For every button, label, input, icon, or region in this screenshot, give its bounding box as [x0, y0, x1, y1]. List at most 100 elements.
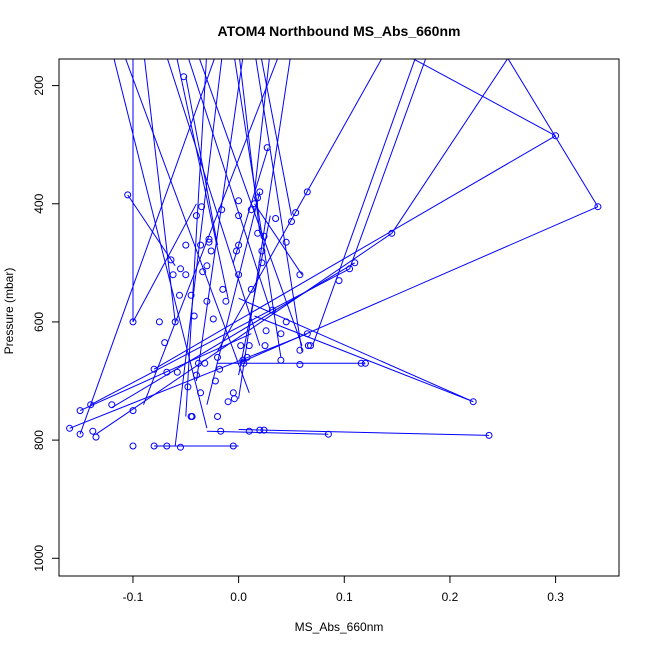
data-point-78: [207, 247, 215, 255]
profile-segment-33: [127, 194, 176, 267]
data-point-108: [187, 413, 195, 420]
y-tick-label: 200: [32, 75, 46, 95]
y-tick-label: 1000: [32, 545, 46, 572]
data-point-53: [254, 229, 262, 237]
profile-segment-43: [232, 147, 269, 263]
data-point-57: [245, 342, 253, 350]
profile-segment-24: [391, 59, 508, 234]
data-point-70: [222, 297, 230, 305]
data-point-54: [251, 200, 258, 208]
profile-segment-6: [188, 59, 271, 311]
data-point-45: [263, 144, 271, 152]
data-point-77: [209, 315, 217, 323]
data-point-105: [161, 339, 169, 347]
profile-segment-18: [238, 59, 291, 399]
x-tick-label: 0.1: [336, 590, 353, 604]
data-point-39: [303, 188, 311, 196]
data-point-99: [176, 291, 183, 299]
data-point-52: [254, 194, 262, 202]
data-point-29: [296, 346, 304, 354]
profile-segment-23: [349, 59, 427, 269]
data-point-15: [485, 431, 493, 439]
data-point-41: [288, 218, 295, 225]
data-point-9: [129, 407, 137, 415]
profile-segment-12: [239, 59, 261, 234]
y-axis: 200 400 600 800 1000: [32, 75, 60, 572]
data-point-36: [552, 132, 560, 140]
profile-segment-38: [111, 262, 356, 409]
profile-segment-1: [125, 59, 250, 393]
data-point-49: [258, 247, 266, 255]
data-point-24: [296, 361, 304, 368]
data-point-19: [245, 427, 253, 435]
profile-segment-44: [254, 203, 303, 275]
data-point-50: [258, 259, 266, 267]
data-point-27: [304, 342, 312, 350]
data-point-88: [195, 359, 202, 367]
data-point-32: [335, 277, 343, 285]
profile-segment-4: [167, 59, 261, 346]
data-point-64: [235, 212, 243, 220]
profile-segment-8: [185, 59, 207, 417]
profile-segment-32: [206, 430, 329, 435]
data-point-106: [155, 318, 163, 326]
profile-segment-27: [95, 232, 393, 435]
data-point-46: [261, 342, 269, 350]
y-tick-label: 600: [32, 312, 46, 332]
data-point-14: [229, 442, 237, 450]
data-point-71: [219, 285, 227, 293]
data-point-79: [205, 238, 213, 246]
profile-segment-21: [312, 59, 416, 346]
data-point-40: [292, 209, 300, 217]
data-point-33: [346, 265, 354, 273]
data-point-4: [66, 424, 74, 432]
chart-title: ATOM4 Northbound MS_Abs_660nm: [218, 23, 461, 39]
data-point-83: [201, 359, 209, 367]
data-point-90: [192, 212, 200, 220]
data-point-23: [357, 359, 365, 367]
profile-segment-36: [79, 333, 252, 412]
data-point-42: [282, 238, 290, 246]
data-point-82: [203, 297, 211, 305]
y-tick-label: 800: [32, 430, 46, 450]
data-point-103: [167, 256, 175, 264]
data-point-56: [247, 285, 255, 293]
data-point-62: [235, 241, 243, 249]
data-point-26: [307, 342, 314, 350]
x-tick-label: 0.0: [230, 590, 247, 604]
data-point-80: [205, 235, 213, 243]
profile-segment-31: [238, 429, 490, 436]
data-point-31: [282, 318, 290, 326]
data-point-74: [214, 353, 221, 361]
data-point-37: [594, 203, 602, 211]
data-point-25: [277, 356, 285, 364]
data-point-6: [92, 433, 100, 441]
data-series: [66, 59, 602, 451]
data-point-38: [296, 271, 304, 279]
data-point-93: [187, 291, 195, 299]
data-point-61: [237, 342, 245, 350]
data-point-10: [129, 442, 137, 450]
profile-segment-9: [79, 59, 215, 435]
profile-segment-5: [176, 59, 229, 299]
data-point-98: [177, 265, 184, 273]
data-point-28: [303, 330, 311, 338]
data-point-87: [197, 241, 205, 249]
data-point-85: [198, 203, 206, 211]
profile-segment-7: [199, 59, 303, 346]
x-axis-title: MS_Abs_660nm: [295, 620, 384, 634]
data-point-104: [163, 368, 171, 376]
profile-segment-41: [238, 215, 271, 376]
data-point-1: [129, 318, 137, 326]
data-point-34: [351, 259, 359, 267]
data-point-5: [89, 427, 97, 435]
data-point-35: [388, 229, 396, 237]
data-point-21: [469, 398, 477, 406]
data-point-18: [256, 426, 264, 434]
data-point-68: [229, 389, 237, 397]
profile-segment-13: [195, 59, 244, 382]
data-point-94: [184, 383, 192, 391]
data-point-17: [260, 426, 268, 434]
x-tick-label: 0.2: [442, 590, 459, 604]
